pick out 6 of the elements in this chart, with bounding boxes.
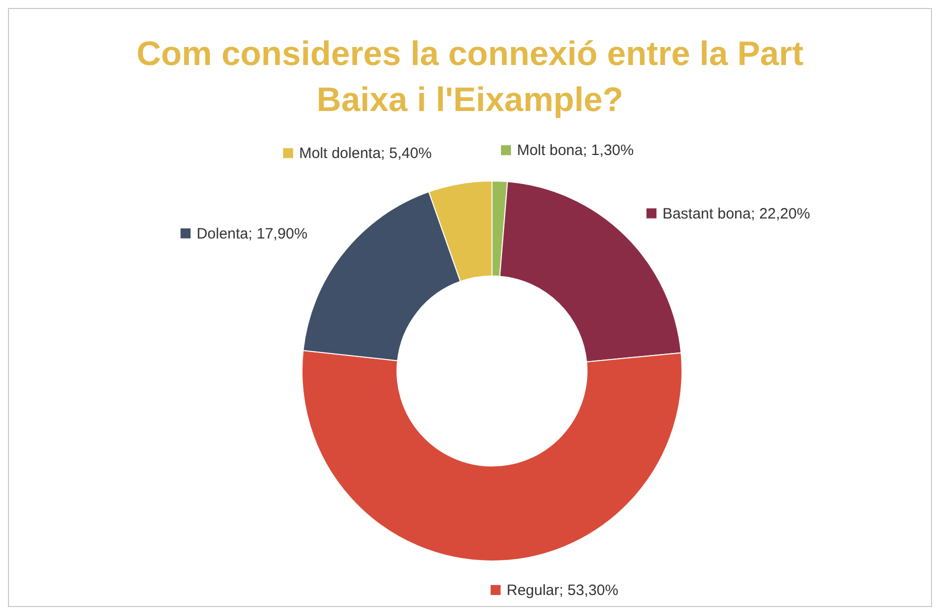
legend-label: Regular; 53,30% (506, 582, 618, 599)
legend-label: Dolenta; 17,90% (196, 225, 308, 242)
legend-label: Molt bona; 1,30% (516, 142, 634, 160)
legend-label: Bastant bona; 22,20% (662, 205, 810, 222)
legend-label: Molt dolenta; 5,40% (299, 145, 432, 162)
chart-title: Com consideres la connexió entre la Part Baixa i l'Eixample? (135, 34, 804, 121)
